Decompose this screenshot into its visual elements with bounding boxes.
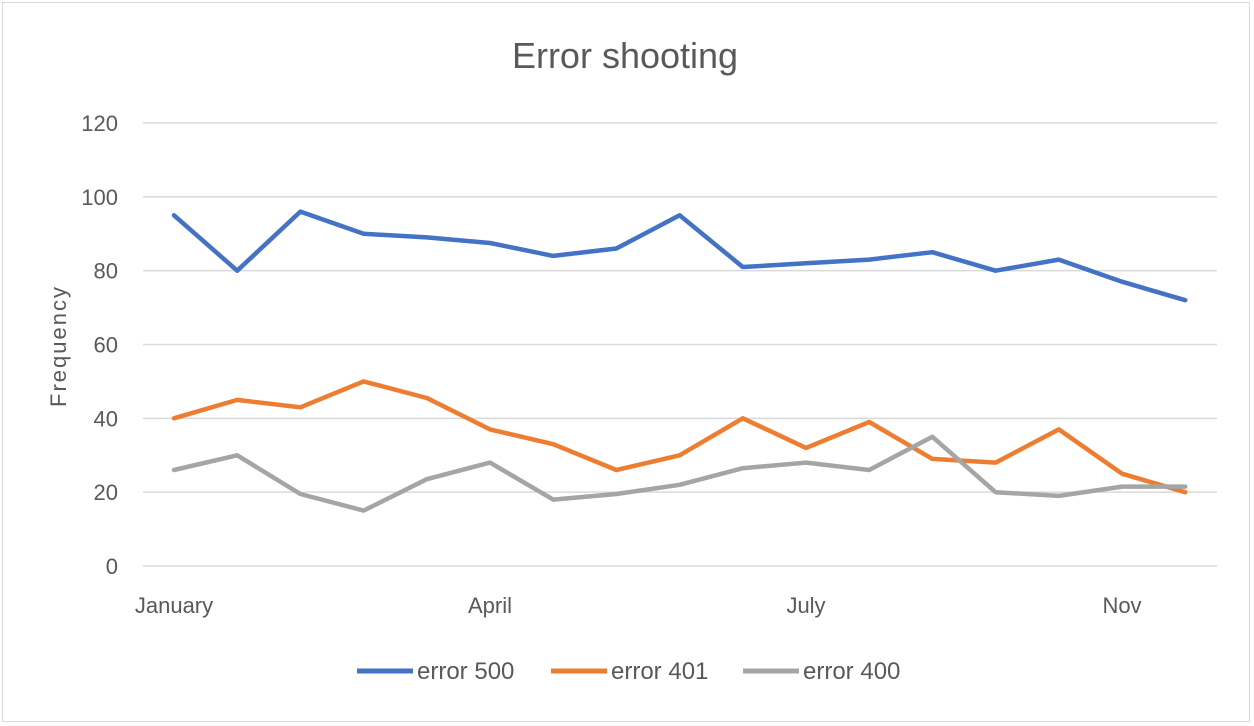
y-tick-label: 0 <box>106 554 118 579</box>
legend-label: error 400 <box>803 658 900 685</box>
legend: error 500 error 401 error 400 <box>357 658 900 685</box>
series-line-error-400 <box>171 434 1188 513</box>
series-lines <box>171 209 1188 513</box>
x-axis-ticks: January April July Nov <box>135 593 1142 618</box>
x-tick-label: April <box>468 593 512 618</box>
y-tick-label: 100 <box>81 185 118 210</box>
x-tick-label: January <box>135 593 213 618</box>
x-tick-label: July <box>786 593 825 618</box>
chart-title: Error shooting <box>512 35 738 76</box>
y-tick-label: 40 <box>94 406 118 431</box>
x-tick-label: Nov <box>1102 593 1141 618</box>
series-line-error-500 <box>171 209 1188 303</box>
y-tick-label: 20 <box>94 480 118 505</box>
legend-label: error 500 <box>417 658 514 685</box>
legend-label: error 401 <box>611 658 708 685</box>
y-tick-label: 80 <box>94 259 118 284</box>
y-tick-label: 120 <box>81 111 118 136</box>
gridlines <box>143 122 1217 567</box>
y-axis-label: Frequency <box>46 285 71 407</box>
series-line-error-401 <box>171 379 1188 495</box>
y-axis-ticks: 0 20 40 60 80 100 120 <box>81 111 118 579</box>
y-tick-label: 60 <box>94 333 118 358</box>
